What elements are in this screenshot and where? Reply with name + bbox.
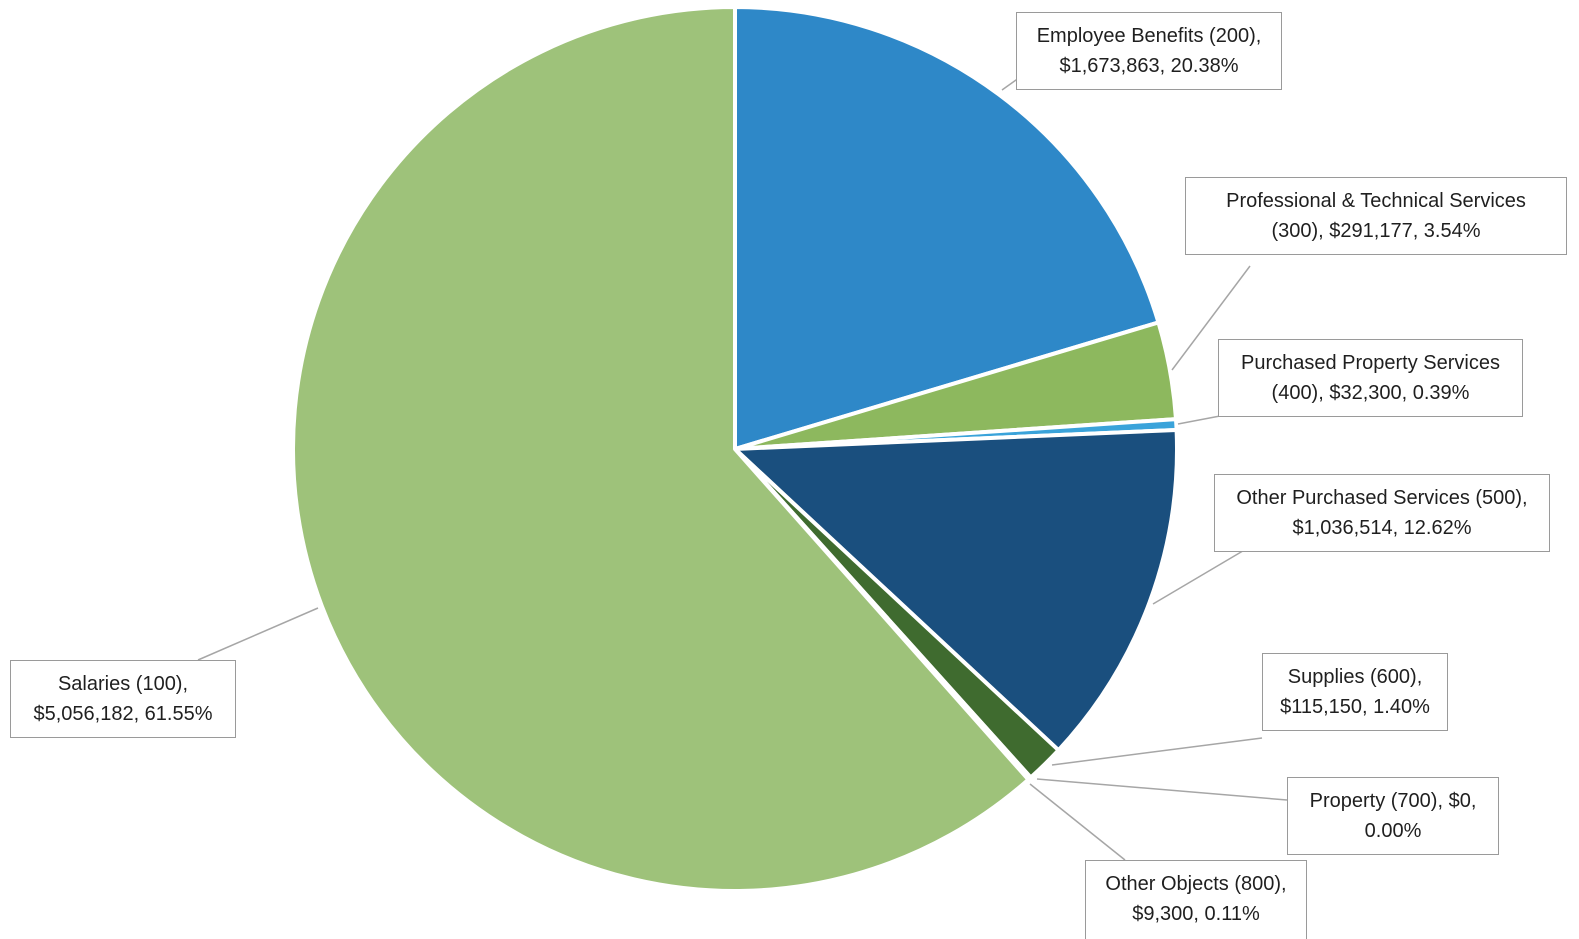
label-employee-benefits: Employee Benefits (200), $1,673,863, 20.… [1016, 12, 1282, 90]
label-salaries-line1: Salaries (100), [57, 673, 189, 695]
leader-line-other-objects [1029, 783, 1126, 861]
label-purchased-property-services-line2: (400), $32,300, 0.39% [1271, 382, 1470, 404]
label-other-purchased-services: Other Purchased Services (500), $1,036,5… [1214, 474, 1550, 552]
label-other-objects: Other Objects (800), $9,300, 0.11% [1085, 860, 1307, 939]
pie-slice-employee-benefits [733, 5, 1161, 451]
label-other-purchased-services-line2: $1,036,514, 12.62% [1292, 517, 1472, 539]
label-supplies: Supplies (600), $115,150, 1.40% [1262, 653, 1448, 731]
label-purchased-property-services: Purchased Property Services (400), $32,3… [1218, 339, 1523, 417]
label-other-objects-line1: Other Objects (800), [1105, 873, 1287, 895]
pie-slice-salaries [291, 5, 1031, 893]
label-salaries: Salaries (100), $5,056,182, 61.55% [10, 660, 236, 738]
label-professional-technical-services-line1: Professional & Technical Services [1226, 190, 1526, 212]
label-purchased-property-services-line1: Purchased Property Services [1240, 352, 1500, 374]
label-other-objects-line2: $9,300, 0.11% [1132, 903, 1260, 925]
label-other-purchased-services-line1: Other Purchased Services (500), [1236, 487, 1528, 509]
label-property-line1: Property (700), $0, [1309, 790, 1477, 812]
label-supplies-line1: Supplies (600), [1287, 666, 1423, 688]
leader-line-property [1036, 778, 1288, 801]
label-professional-technical-services-line2: (300), $291,177, 3.54% [1271, 220, 1481, 242]
label-salaries-line2: $5,056,182, 61.55% [33, 703, 213, 725]
leader-line-other-purchased-services [1152, 541, 1259, 605]
label-property-line2: 0.00% [1364, 820, 1422, 842]
leader-line-salaries [197, 607, 319, 661]
leader-line-supplies [1051, 737, 1263, 766]
label-property: Property (700), $0, 0.00% [1287, 777, 1499, 855]
label-employee-benefits-line1: Employee Benefits (200), [1036, 25, 1262, 47]
pie-slice-other-purchased-services [733, 427, 1179, 753]
label-employee-benefits-line2: $1,673,863, 20.38% [1059, 55, 1239, 77]
leader-line-professional-technical-services [1171, 265, 1251, 371]
label-professional-technical-services: Professional & Technical Services (300),… [1185, 177, 1567, 255]
label-supplies-line2: $115,150, 1.40% [1280, 696, 1430, 718]
